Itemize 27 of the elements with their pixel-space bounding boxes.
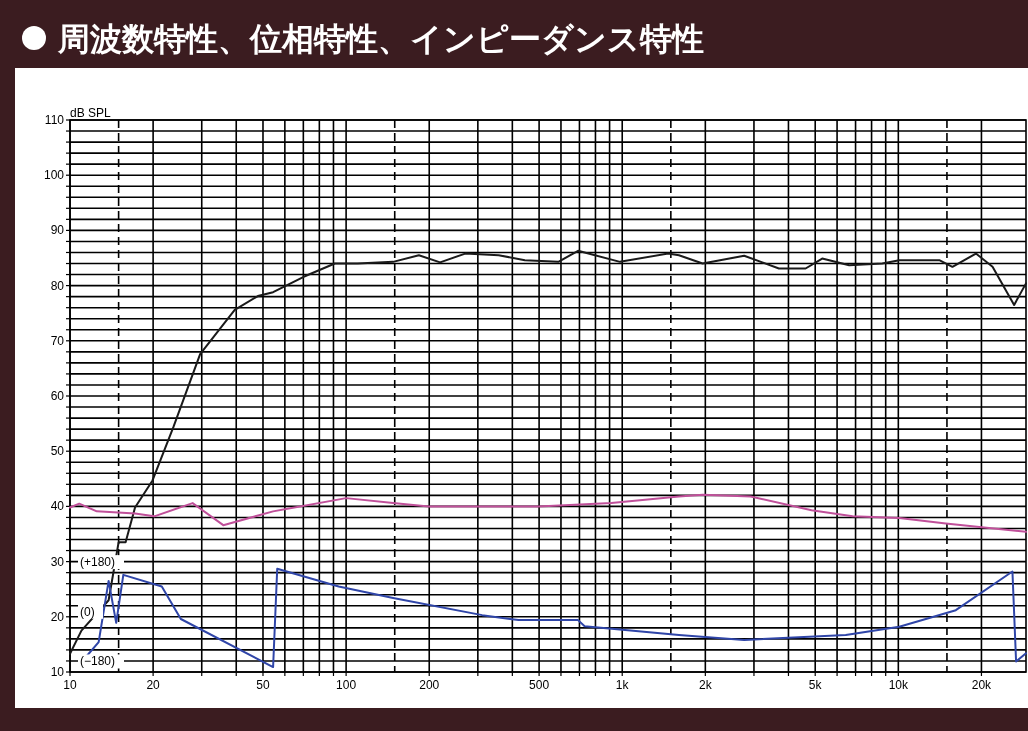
y-tick-label: 90 (50, 223, 65, 238)
x-tick-label: 200 (419, 678, 440, 692)
title: 周波数特性、位相特性、インピーダンス特性 (58, 21, 704, 57)
y-tick-label: 110 (44, 113, 65, 127)
x-tick-label: 500 (529, 678, 550, 692)
annotation: (0) (80, 604, 95, 619)
x-tick-label: 1k (615, 678, 630, 692)
y-tick-label: 100 (43, 168, 65, 183)
y-tick-label: 50 (50, 444, 65, 459)
y-tick-label: 40 (50, 499, 65, 514)
x-tick-label: 10 (63, 678, 77, 692)
y-tick-label: 80 (50, 278, 65, 293)
y-tick-label: 10 (50, 665, 65, 679)
annotation: (+180) (80, 555, 116, 570)
annotation: (−180) (80, 654, 116, 669)
ylabel: dB SPL (70, 106, 111, 120)
x-tick-label: 2k (698, 678, 713, 692)
y-tick-label: 70 (50, 333, 65, 348)
x-tick-label: 5k (808, 678, 823, 692)
y-tick-label: 30 (50, 554, 65, 569)
x-tick-label: 100 (336, 678, 357, 692)
x-tick-label: 10k (888, 678, 909, 692)
x-tick-label: 50 (256, 678, 270, 692)
y-tick-label: 60 (50, 389, 65, 403)
x-tick-label: 20k (971, 678, 993, 692)
x-tick-label: 20 (146, 678, 161, 692)
y-tick-label: 20 (50, 609, 65, 624)
